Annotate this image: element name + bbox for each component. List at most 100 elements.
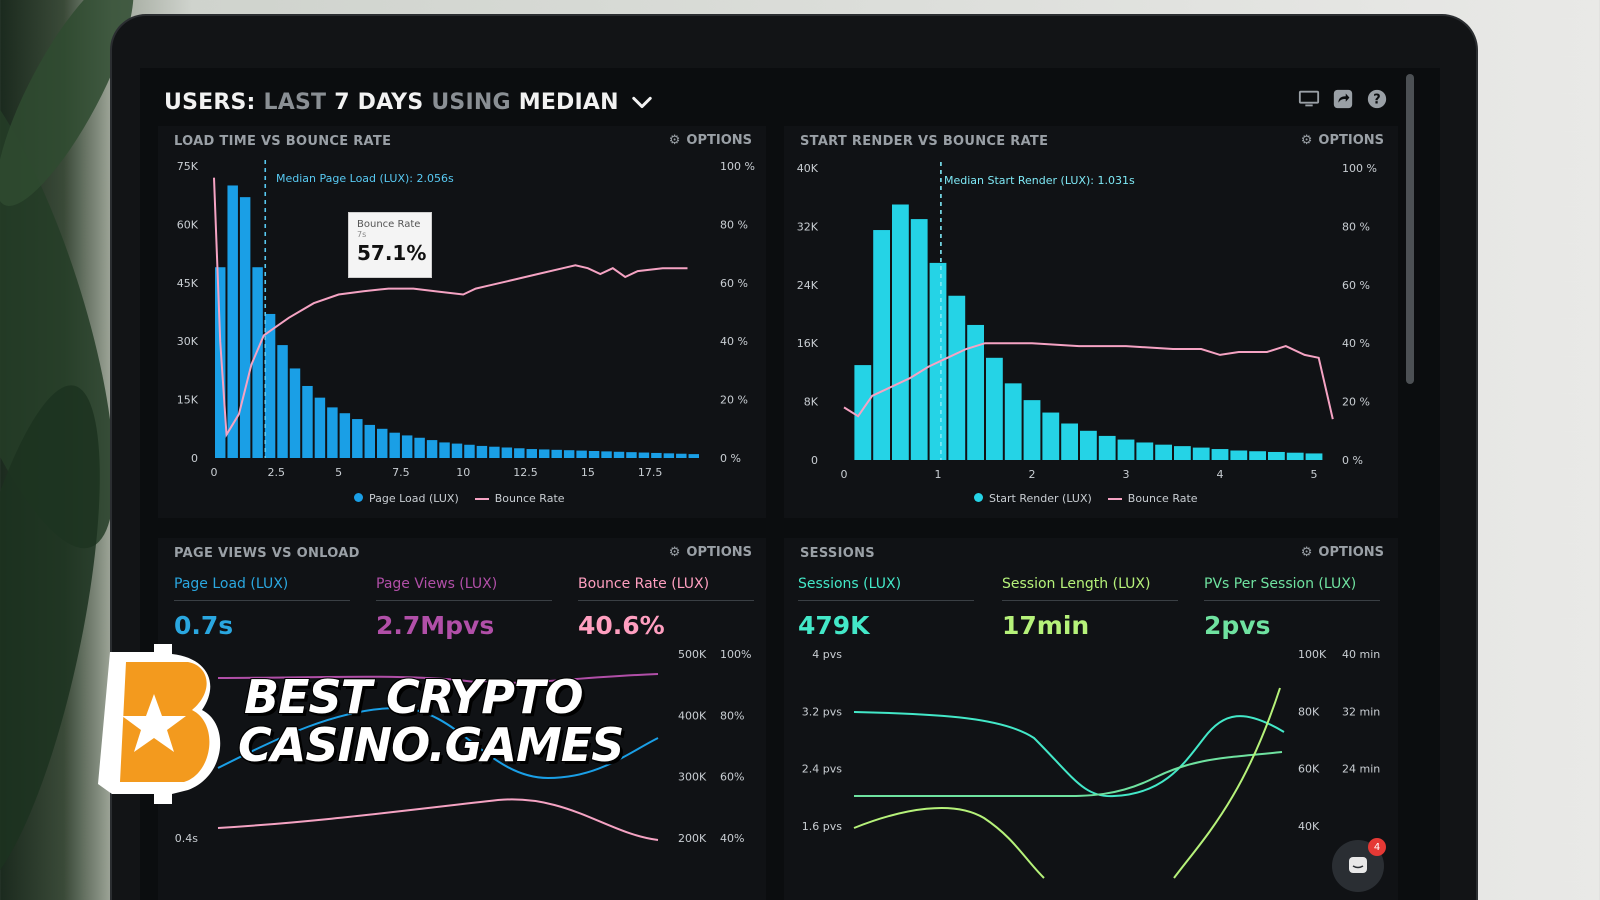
x-tick-label: 5 [1311, 468, 1318, 481]
histogram-bar [364, 424, 375, 458]
kpi-label: Session Length (LUX) [1002, 576, 1178, 601]
using-label: USING [431, 89, 511, 115]
sessions-chart: 4 pvs 3.2 pvs 2.4 pvs 1.6 pvs 100K 80K 60K 40K 4… [802, 648, 1380, 879]
y-tick-right-label: 60 % [720, 277, 748, 290]
y-tick-left-label: 3.2 pvs [802, 705, 842, 718]
kpi-value: 40.6% [578, 611, 665, 640]
kpi-value: 17min [1002, 611, 1090, 640]
histogram-bar [489, 446, 500, 458]
tooltip-value: 57.1% [357, 241, 427, 265]
y-tick-right-label: 100 % [720, 160, 755, 173]
dashboard-screen: USERS: LAST 7 DAYS USING MEDIAN ? LOAD T… [140, 68, 1440, 900]
histogram-bar [663, 453, 675, 458]
histogram-bar [1286, 452, 1304, 460]
y-tick-left-label: 32K [797, 220, 819, 233]
dashboard-header[interactable]: USERS: LAST 7 DAYS USING MEDIAN [164, 82, 653, 122]
options-button[interactable]: ⚙ OPTIONS [668, 133, 752, 148]
y-tick-left-label: 60K [177, 218, 199, 231]
sessions-panel: SESSIONS ⚙ OPTIONS Sessions (LUX) 479K S… [784, 538, 1398, 900]
histogram-bar [526, 449, 537, 458]
y-tick-left-label: 1.6 pvs [802, 820, 842, 833]
histogram-bar [339, 413, 351, 458]
sessions-line [853, 711, 1285, 798]
x-tick-label: 4 [1217, 468, 1224, 481]
y-tick-right-label: 40 % [1342, 337, 1370, 350]
legend-item-page-load[interactable]: Page Load (LUX) [354, 492, 459, 505]
x-tick-label: 15 [581, 466, 595, 479]
y-tick-right-label: 500K [678, 648, 707, 661]
histogram-bar [551, 449, 562, 458]
chevron-down-icon[interactable] [631, 91, 653, 113]
median-annotation: Median Page Load (LUX): 2.056s [276, 172, 454, 185]
histogram-bar [514, 448, 525, 458]
histogram-bar [252, 267, 263, 458]
histogram-bar [1117, 439, 1135, 460]
histogram-bar [327, 407, 338, 458]
histogram-bar [239, 197, 251, 458]
histogram-bar [948, 295, 966, 460]
kpi-value: 2.7Mpvs [376, 611, 495, 640]
y-tick-left-label: 30K [177, 335, 199, 348]
monitor-icon[interactable] [1298, 88, 1320, 110]
y-tick-right-label: 60 % [1342, 279, 1370, 292]
bitcoin-logo-icon [98, 644, 221, 804]
histogram-bar [401, 435, 413, 458]
kpi-session-length[interactable]: Session Length (LUX) 17min [1002, 576, 1178, 640]
kpi-sessions[interactable]: Sessions (LUX) 479K [798, 576, 974, 640]
histogram-bar [563, 450, 575, 458]
histogram-bar [1192, 447, 1210, 460]
svg-text:?: ? [1373, 93, 1380, 108]
kpi-pvs-per-session[interactable]: PVs Per Session (LUX) 2pvs [1204, 576, 1380, 640]
x-tick-label: 3 [1123, 468, 1130, 481]
y-tick-left-label: 24K [797, 279, 819, 292]
y-tick-right-label: 40K [1298, 820, 1320, 833]
scrollbar[interactable] [1406, 74, 1414, 384]
kpi-page-views[interactable]: Page Views (LUX) 2.7Mpvs [376, 576, 552, 640]
days-label: 7 DAYS [334, 89, 424, 115]
y-tick-right-label: 100K [1298, 648, 1327, 661]
histogram-bar [1023, 400, 1041, 460]
watermark-line1: BEST CRYPTO [244, 670, 583, 724]
histogram-bar [264, 313, 276, 458]
y-tick-right-label: 32 min [1342, 705, 1380, 718]
legend-item-bounce-rate[interactable]: Bounce Rate [474, 492, 565, 505]
page-views-chart: 500K 400K 300K 200K 100% 80% 60% 40% 0.4s [175, 648, 752, 845]
start-render-panel: START RENDER VS BOUNCE RATE ⚙ OPTIONS 0 8… [784, 126, 1398, 518]
histogram-bar [314, 397, 326, 458]
kpi-page-load[interactable]: Page Load (LUX) 0.7s [174, 576, 350, 640]
histogram-bar [227, 185, 238, 458]
help-icon[interactable]: ? [1366, 88, 1388, 110]
y-tick-right-label: 200K [678, 832, 707, 845]
histogram-bar [1268, 451, 1285, 460]
kpi-bounce-rate[interactable]: Bounce Rate (LUX) 40.6% [578, 576, 754, 640]
options-button[interactable]: ⚙ OPTIONS [668, 545, 752, 560]
share-icon[interactable] [1332, 88, 1354, 110]
load-time-panel: LOAD TIME VS BOUNCE RATE ⚙ OPTIONS 0 15K 3… [158, 126, 766, 518]
options-button[interactable]: ⚙ OPTIONS [1300, 133, 1384, 148]
y-tick-left-label: 8K [804, 396, 819, 409]
histogram-bar [1004, 383, 1022, 460]
kpi-value: 2pvs [1204, 611, 1271, 640]
options-button[interactable]: ⚙ OPTIONS [1300, 545, 1384, 560]
x-tick-label: 1 [935, 468, 942, 481]
legend-item-start-render[interactable]: Start Render (LUX) [974, 492, 1092, 505]
chat-button[interactable]: 4 [1332, 838, 1386, 892]
histogram-bar [215, 267, 226, 458]
y-tick-right-label: 60% [720, 771, 744, 784]
start-render-chart: 0 8K 16K 24K 32K 40K 0 % 20 % 40 % 60 % 80 % 100 % 0… [797, 162, 1377, 481]
histogram-bar [601, 451, 612, 458]
y-tick-right-label: 80 % [1342, 220, 1370, 233]
kpi-value: 479K [798, 611, 870, 640]
legend-item-bounce-rate[interactable]: Bounce Rate [1107, 492, 1198, 505]
histogram-bar [1080, 430, 1097, 460]
chat-icon [1349, 857, 1367, 873]
kpi-value: 0.7s [174, 611, 234, 640]
y-tick-left-label: 40K [797, 162, 819, 175]
session-length-line [1173, 687, 1281, 879]
y-tick-left-label: 0 [191, 452, 198, 465]
y-tick-left-label: 0.4s [175, 832, 198, 845]
histogram-bar [1174, 446, 1191, 460]
panel-title: PAGE VIEWS VS ONLOAD [174, 546, 360, 561]
x-tick-label: 0 [841, 468, 848, 481]
x-tick-label: 0 [211, 466, 218, 479]
